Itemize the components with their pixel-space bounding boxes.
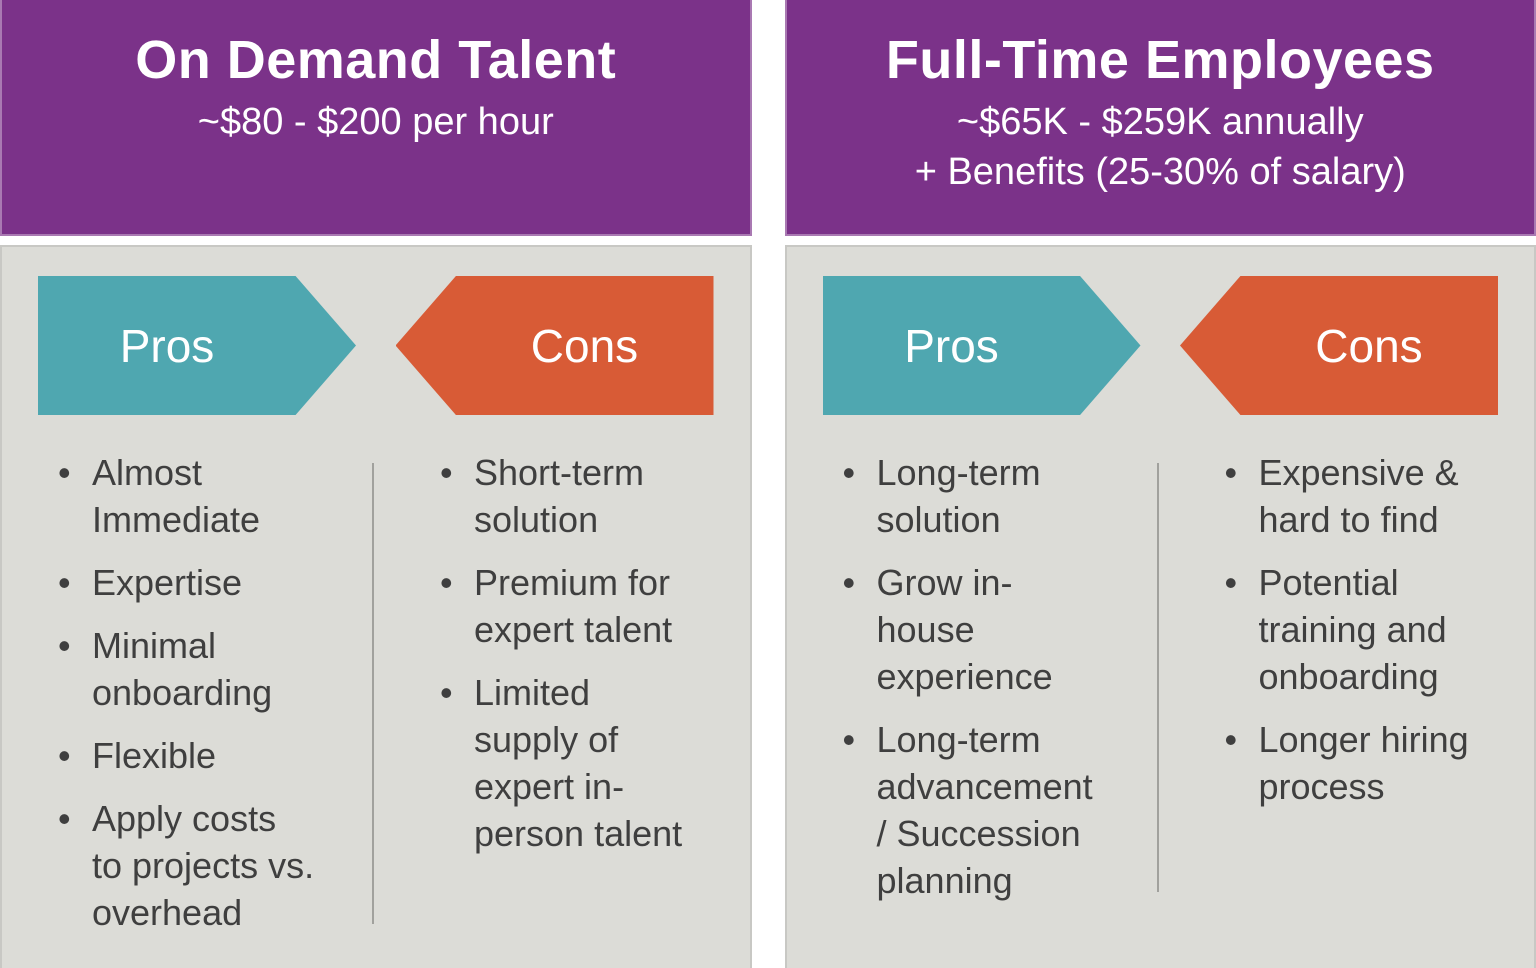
bullet-icon: • (842, 719, 856, 760)
bullet-icon: • (842, 562, 856, 603)
list-item-text: Grow in- house experience (876, 562, 1053, 697)
list-item-text: Premium for expert talent (474, 562, 673, 650)
list-item-text: Minimal onboarding (92, 625, 273, 713)
list-item: • Flexible (58, 732, 372, 779)
cons-label: Cons (1315, 319, 1423, 372)
pros-list: • Almost Immediate • Expertise • Minimal… (38, 449, 372, 952)
bullet-icon: • (440, 452, 453, 493)
list-item-text: Long-term solution (876, 452, 1041, 540)
list-item: • Long-term advancement / Succession pla… (843, 716, 1157, 904)
list-item-text: Apply costs to projects vs. overhead (92, 798, 315, 933)
panel-subtitle: ~$65K - $259K annually + Benefits (25-30… (914, 101, 1406, 193)
list-item: • Longer hiring process (1225, 716, 1499, 810)
list-item: • Potential training and onboarding (1225, 559, 1499, 700)
bullet-icon: • (58, 625, 71, 666)
list-item-text: Almost Immediate (92, 452, 261, 540)
list-item-text: Longer hiring process (1258, 719, 1469, 807)
list-item: • Short-term solution (440, 449, 714, 543)
pros-cons-arrows: Pros Cons (38, 276, 714, 415)
pros-cons-arrows: Pros Cons (822, 276, 1498, 415)
list-item-text: Short-term solution (474, 452, 645, 540)
pros-cons-columns: • Long-term solution • Grow in- house ex… (823, 449, 1499, 920)
bullet-icon: • (58, 798, 71, 839)
bullet-icon: • (440, 672, 453, 713)
list-item: • Almost Immediate (58, 449, 372, 543)
panel-full-time-employees: Full-Time Employees ~$65K - $259K annual… (784, 0, 1536, 968)
panel-body: Pros Cons • Almost Immediate • Expertise (0, 245, 752, 968)
panel-title: Full-Time Employees (885, 30, 1435, 90)
list-item: • Expertise (58, 559, 372, 606)
cons-arrow: Cons (395, 276, 714, 415)
list-item-text: Flexible (92, 735, 217, 776)
panel-subtitle: ~$80 - $200 per hour (197, 101, 554, 143)
panel-on-demand-talent: On Demand Talent ~$80 - $200 per hour Pr… (0, 0, 752, 968)
pros-label: Pros (904, 319, 999, 372)
list-item: • Long-term solution (843, 449, 1157, 543)
list-item-text: Expensive & hard to find (1258, 452, 1459, 540)
list-item-text: Expertise (92, 562, 243, 603)
pros-label: Pros (119, 319, 215, 372)
column-divider (1156, 463, 1159, 892)
bullet-icon: • (440, 562, 453, 603)
panel-body: Pros Cons • Long-term solution • Grow in… (784, 245, 1536, 968)
list-item-text: Limited supply of expert in- person tale… (474, 672, 683, 854)
cons-list: • Short-term solution • Premium for expe… (374, 449, 714, 952)
cons-label: Cons (530, 319, 639, 372)
bullet-icon: • (1224, 719, 1238, 760)
list-item-text: Long-term advancement / Succession plann… (876, 719, 1093, 901)
pros-arrow: Pros (822, 276, 1141, 415)
list-item: • Premium for expert talent (440, 559, 714, 653)
panel-title: On Demand Talent (135, 30, 617, 90)
list-item: • Expensive & hard to find (1225, 449, 1499, 543)
panel-header: Full-Time Employees ~$65K - $259K annual… (784, 0, 1536, 236)
cons-arrow: Cons (1180, 276, 1498, 415)
bullet-icon: • (1224, 562, 1238, 603)
list-item: • Apply costs to projects vs. overhead (58, 795, 372, 936)
cons-list: • Expensive & hard to find • Potential t… (1159, 449, 1499, 920)
pros-cons-columns: • Almost Immediate • Expertise • Minimal… (38, 449, 714, 952)
list-item: • Grow in- house experience (843, 559, 1157, 700)
list-item-text: Potential training and onboarding (1258, 562, 1447, 697)
bullet-icon: • (58, 735, 71, 776)
list-item: • Limited supply of expert in- person ta… (440, 669, 714, 857)
column-divider (372, 463, 374, 924)
list-item: • Minimal onboarding (58, 622, 372, 716)
pros-list: • Long-term solution • Grow in- house ex… (823, 449, 1157, 920)
panel-header: On Demand Talent ~$80 - $200 per hour (0, 0, 752, 236)
bullet-icon: • (842, 452, 856, 493)
bullet-icon: • (1224, 452, 1238, 493)
bullet-icon: • (58, 562, 71, 603)
pros-arrow: Pros (38, 276, 356, 415)
bullet-icon: • (58, 452, 71, 493)
